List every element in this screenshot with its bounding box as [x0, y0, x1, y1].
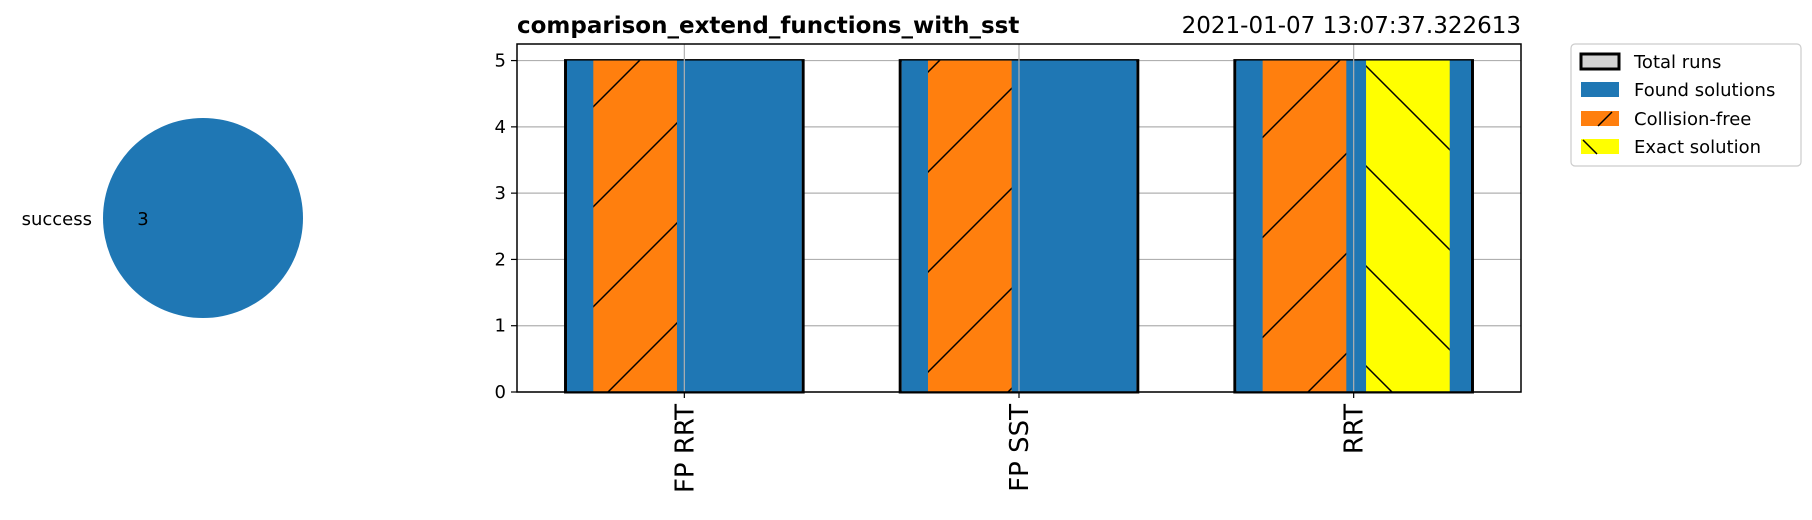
legend-frame — [1570, 43, 1802, 167]
legend-swatch-found-solutions — [1581, 82, 1619, 97]
legend-item-total-runs: Total runs — [1579, 52, 1721, 73]
y-tick-label: 0 — [495, 382, 506, 403]
y-tick-label: 1 — [495, 316, 506, 337]
y-tick-label: 2 — [495, 249, 506, 270]
legend-swatch-total-runs — [1579, 52, 1621, 71]
legend-label-found-solutions: Found solutions — [1634, 80, 1775, 101]
y-tick-label: 3 — [495, 183, 506, 204]
legend-label-total-runs: Total runs — [1633, 52, 1721, 73]
pie-chart: success 3 — [22, 118, 303, 318]
legend-label-collision-free: Collision-free — [1634, 109, 1751, 130]
bar-collision-free-hatch-fp-rrt — [593, 60, 677, 392]
pie-slice-value: 3 — [137, 209, 148, 230]
x-tick-label-fp-rrt: FP RRT — [670, 404, 700, 493]
pie-slice-success — [103, 118, 303, 318]
legend: Total runs Found solutions Collision-fre… — [1570, 43, 1802, 167]
x-tick-label-rrt: RRT — [1340, 404, 1370, 454]
x-axis: FP RRT FP SST RRT — [670, 392, 1370, 493]
legend-label-exact-solution: Exact solution — [1634, 137, 1761, 158]
legend-item-exact-solution: Exact solution — [1581, 137, 1761, 158]
y-tick-label: 5 — [495, 51, 506, 72]
bar-collision-free-hatch-rrt — [1262, 60, 1347, 392]
bar-collision-free-hatch-fp-sst — [927, 60, 1012, 392]
legend-hatch-collision-free — [1597, 111, 1613, 127]
chart-timestamp: 2021-01-07 13:07:37.322613 — [1182, 13, 1521, 39]
legend-hatch-exact-solution — [1582, 139, 1598, 155]
y-axis: 0 1 2 3 4 5 — [495, 51, 517, 403]
chart-title: comparison_extend_functions_with_sst — [517, 13, 1019, 39]
pie-slice-label: success — [22, 209, 92, 230]
bar-chart: comparison_extend_functions_with_sst 202… — [495, 13, 1522, 493]
bar-exact-solution-hatch-rrt — [1366, 60, 1450, 392]
vertical-grid-lines — [683, 44, 1355, 392]
y-tick-label: 4 — [495, 117, 506, 138]
legend-swatch-exact-solution — [1581, 139, 1619, 154]
legend-item-collision-free: Collision-free — [1581, 109, 1751, 130]
x-tick-label-fp-sst: FP SST — [1005, 404, 1035, 492]
legend-item-found-solutions: Found solutions — [1581, 80, 1775, 101]
